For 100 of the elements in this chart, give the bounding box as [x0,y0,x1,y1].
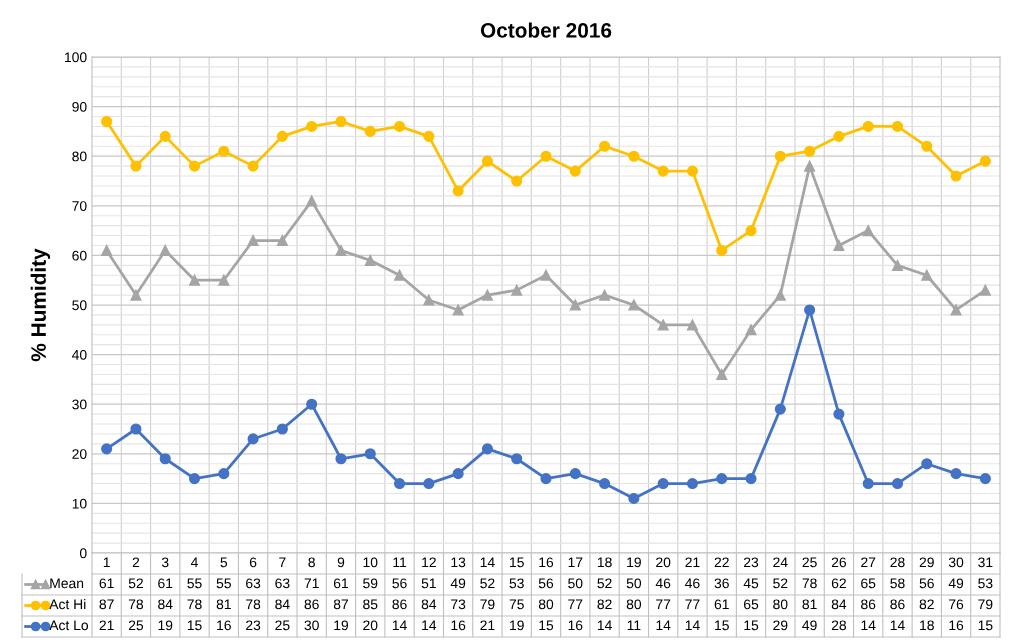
point [950,170,962,182]
point [686,165,699,177]
y-tick-label: 100 [65,52,87,63]
point [218,145,230,157]
data-label: 78 [246,599,261,610]
point [979,284,991,296]
data-label: 15 [187,620,202,631]
data-label: 16 [451,620,466,631]
data-label: 15 [539,620,554,631]
point [950,468,962,480]
data-label: 15 [978,620,993,631]
x-tick-label: 18 [597,557,612,568]
x-tick-label: 12 [422,557,436,568]
data-label: 63 [246,578,261,589]
point [218,274,230,286]
data-label: 86 [861,599,876,610]
x-tick-label: 2 [132,557,140,568]
point [979,155,991,167]
x-tick-label: 30 [948,557,964,568]
point [628,492,640,504]
data-label: 61 [99,578,114,589]
x-tick-label: 4 [190,557,198,568]
point [862,478,874,490]
point [481,443,493,455]
data-label: 77 [568,599,583,610]
point [599,478,611,490]
point [364,448,376,460]
point [716,368,728,380]
data-label: 86 [392,599,407,610]
data-label: 80 [626,599,642,610]
point [511,284,523,296]
point [745,225,757,237]
point [921,140,933,152]
data-label: 19 [334,620,349,631]
point [833,239,845,252]
data-label: 85 [363,599,378,610]
x-tick-label: 1 [103,557,110,568]
point [804,304,816,316]
point [481,155,493,167]
data-label: 18 [920,620,934,631]
data-label: 15 [715,620,729,631]
x-tick-label: 8 [308,557,315,568]
data-label: 78 [128,599,144,610]
data-label: 25 [275,620,290,631]
legend-label: Mean [50,578,84,589]
point [130,160,142,172]
data-label: 78 [802,578,817,589]
data-label: 84 [421,599,437,610]
point [745,324,757,336]
data-label: 86 [890,599,905,610]
point [423,294,435,306]
data-label: 79 [480,599,495,610]
data-label: 87 [333,599,348,610]
data-label: 80 [538,599,554,610]
data-label: 52 [480,578,495,589]
data-label: 50 [568,578,583,589]
x-tick-label: 17 [568,557,583,568]
data-label: 75 [509,599,524,610]
point [335,244,347,256]
point [891,259,904,271]
point [276,423,288,435]
point [276,234,288,247]
x-tick-label: 9 [337,557,345,568]
point [306,398,318,410]
x-tick-label: 22 [714,557,729,568]
data-label: 62 [831,578,846,589]
y-tick-label: 50 [72,300,87,311]
y-tick-label: 90 [72,101,87,112]
point [891,478,904,490]
point [540,269,552,281]
y-tick-label: 30 [72,399,87,410]
data-label: 52 [128,578,143,589]
point [628,299,640,311]
data-label: 29 [773,620,788,631]
point [159,244,171,256]
y-tick-label: 0 [79,548,87,559]
point [188,274,201,286]
y-tick-label: 70 [72,201,87,211]
point [774,150,786,162]
point [804,160,816,172]
data-label: 16 [568,620,583,631]
point [774,403,786,415]
point [452,185,464,197]
point [599,140,611,152]
data-label: 49 [802,620,817,631]
data-label: 82 [919,599,934,610]
point [569,299,581,311]
x-tick-label: 11 [393,557,407,568]
data-label: 65 [744,599,759,610]
point [599,289,611,301]
data-label: 46 [655,578,671,589]
data-label: 56 [538,578,554,589]
data-label: 61 [714,599,729,610]
y-tick-label: 40 [72,349,87,360]
data-label: 14 [656,620,671,631]
point [657,478,669,490]
x-tick-label: 27 [861,557,876,568]
data-label: 84 [158,599,173,610]
point [569,468,581,480]
x-tick-label: 6 [249,557,257,568]
